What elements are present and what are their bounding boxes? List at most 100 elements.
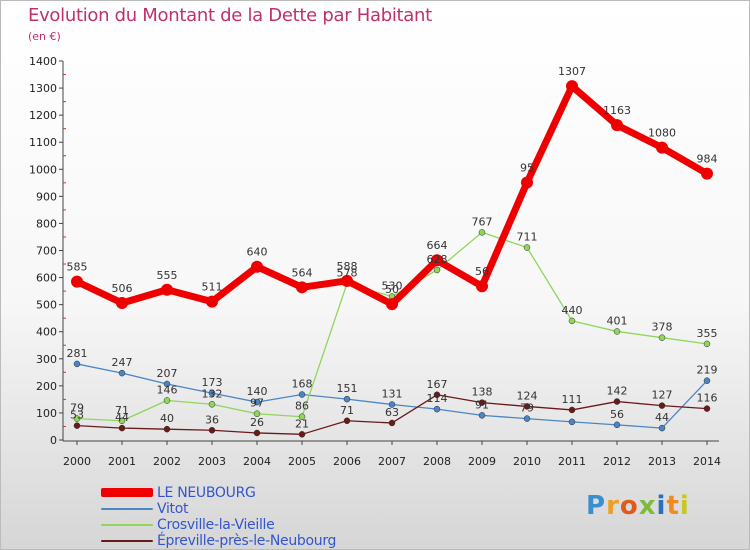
data-point xyxy=(73,360,81,368)
data-point xyxy=(523,403,531,410)
data-label: 40 xyxy=(160,412,174,425)
x-tick-label: 2010 xyxy=(513,455,541,468)
data-label: 56 xyxy=(610,408,624,421)
x-tick-label: 2014 xyxy=(693,455,721,468)
data-label: 71 xyxy=(340,404,354,417)
chart-title: Evolution du Montant de la Dette par Hab… xyxy=(28,5,432,26)
data-label: 53 xyxy=(70,409,84,422)
chart-unit-label: (en €) xyxy=(28,30,61,43)
data-point xyxy=(116,297,128,310)
data-point xyxy=(478,412,486,419)
data-label: 86 xyxy=(295,400,309,413)
data-point xyxy=(163,425,171,433)
data-label: 151 xyxy=(337,382,358,395)
data-label: 1307 xyxy=(558,65,586,78)
data-point xyxy=(613,398,621,405)
data-point xyxy=(478,229,486,236)
data-label: 207 xyxy=(157,367,178,380)
data-label: 767 xyxy=(472,215,493,228)
x-tick-label: 2013 xyxy=(648,455,676,468)
legend-swatch xyxy=(101,540,153,542)
data-point xyxy=(208,401,216,408)
data-point xyxy=(703,340,711,348)
data-label: 511 xyxy=(202,281,223,294)
y-tick-label: 1400 xyxy=(29,55,57,68)
x-tick-label: 2004 xyxy=(243,455,271,468)
data-label: 56 xyxy=(475,265,489,278)
proxiti-logo: Proxiti xyxy=(586,491,690,521)
data-point xyxy=(298,431,306,438)
data-point xyxy=(613,421,621,429)
data-label: 114 xyxy=(427,392,448,405)
data-point xyxy=(658,334,666,341)
data-label: 142 xyxy=(607,385,628,398)
data-point xyxy=(298,413,306,420)
data-label: 173 xyxy=(202,376,223,389)
data-point xyxy=(431,254,443,267)
data-label: 378 xyxy=(652,321,673,334)
data-point xyxy=(523,244,531,251)
data-label: 355 xyxy=(697,327,718,340)
data-label: 95 xyxy=(520,162,534,175)
data-label: 578 xyxy=(337,267,358,280)
data-label: 219 xyxy=(697,364,718,377)
data-label: 44 xyxy=(655,411,669,424)
x-tick-label: 2002 xyxy=(153,455,181,468)
data-point xyxy=(476,280,488,293)
data-point xyxy=(343,395,351,403)
data-point xyxy=(611,119,623,132)
x-tick-label: 2003 xyxy=(198,455,226,468)
data-point xyxy=(341,274,353,287)
data-point xyxy=(523,415,531,422)
y-tick-label: 1000 xyxy=(29,163,57,176)
data-point xyxy=(703,377,711,384)
data-point xyxy=(206,295,218,308)
data-label: 711 xyxy=(517,231,538,244)
data-label: 167 xyxy=(427,378,448,391)
data-point xyxy=(253,398,261,406)
y-tick-label: 0 xyxy=(50,434,57,447)
data-point xyxy=(386,298,398,311)
data-point xyxy=(658,424,666,432)
data-label: 21 xyxy=(295,417,309,430)
data-label: 401 xyxy=(607,314,628,327)
data-point xyxy=(161,283,173,296)
data-point xyxy=(296,281,308,294)
data-point xyxy=(613,328,621,335)
x-tick-label: 2006 xyxy=(333,455,361,468)
y-tick-label: 100 xyxy=(36,407,57,420)
data-point xyxy=(208,427,216,434)
data-label: 138 xyxy=(472,386,493,399)
data-label: 91 xyxy=(475,398,489,411)
y-tick-label: 400 xyxy=(36,326,57,339)
logo-letter: i xyxy=(656,491,667,521)
y-tick-label: 800 xyxy=(36,217,57,230)
data-label: 984 xyxy=(697,153,718,166)
data-label: 79 xyxy=(70,402,84,415)
x-tick-label: 2007 xyxy=(378,455,406,468)
data-point xyxy=(118,417,126,425)
data-point xyxy=(521,176,533,189)
data-point xyxy=(253,429,261,437)
data-point xyxy=(71,275,83,288)
logo-letter: o xyxy=(619,491,639,521)
legend-swatch xyxy=(101,508,153,510)
data-point xyxy=(118,369,126,377)
y-tick-label: 200 xyxy=(36,380,57,393)
data-label: 1163 xyxy=(603,104,631,117)
data-label: 1080 xyxy=(648,127,676,140)
data-label: 146 xyxy=(157,383,178,396)
y-tick-label: 700 xyxy=(36,245,57,258)
data-label: 640 xyxy=(247,246,268,259)
data-label: 506 xyxy=(112,282,133,295)
data-label: 97 xyxy=(250,397,264,410)
data-label: 50 xyxy=(385,283,399,296)
data-label: 36 xyxy=(205,413,219,426)
data-point xyxy=(251,260,263,273)
data-label: 26 xyxy=(250,416,264,429)
y-tick-label: 1100 xyxy=(29,136,57,149)
data-label: 564 xyxy=(292,266,313,279)
data-point xyxy=(568,418,576,426)
